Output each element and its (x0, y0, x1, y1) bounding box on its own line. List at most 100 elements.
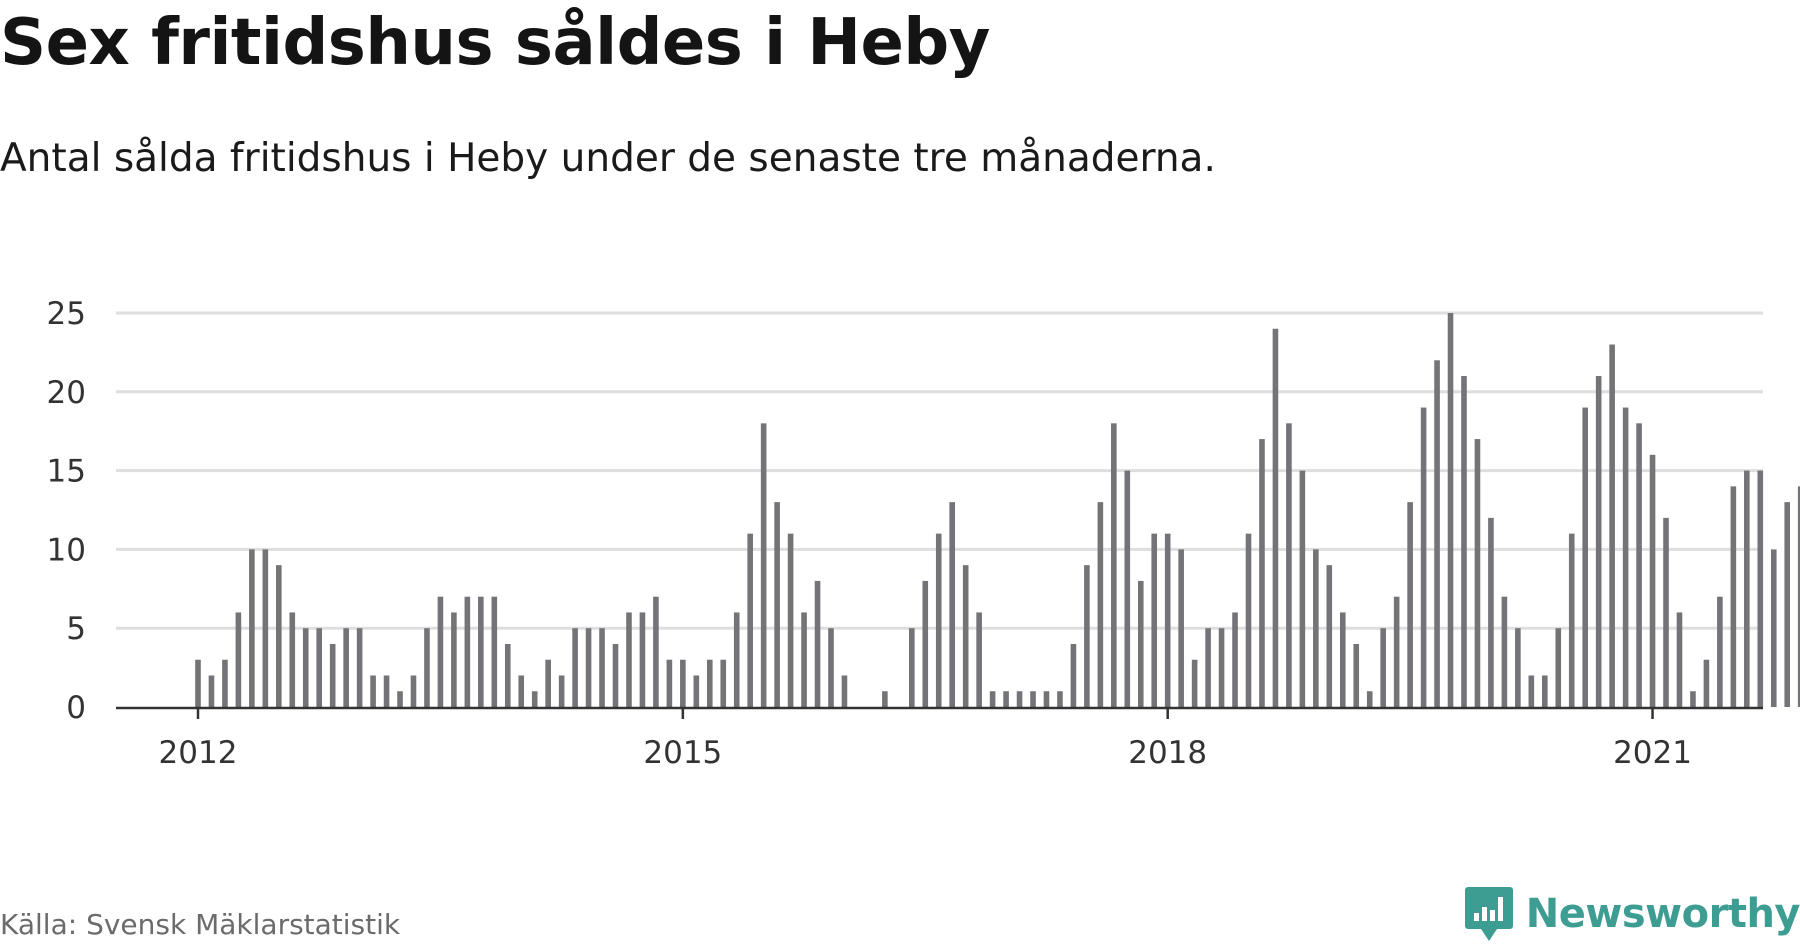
bar (302, 628, 309, 707)
bar (1339, 612, 1346, 707)
bar (1178, 549, 1184, 707)
bar (1744, 470, 1750, 707)
source-note: Källa: Svensk Mäklarstatistik (0, 908, 401, 941)
bar (1003, 691, 1009, 707)
bar (1555, 628, 1562, 707)
bar (801, 612, 807, 707)
x-tick-label: 2012 (159, 735, 238, 771)
bar (531, 691, 538, 707)
bar (1164, 533, 1171, 707)
bar (1434, 360, 1440, 707)
bar (976, 612, 982, 707)
brand-logo: Newsworthy (1464, 885, 1800, 943)
bar (1030, 691, 1036, 707)
bar (774, 502, 780, 707)
bar (1474, 439, 1481, 707)
bar (989, 691, 996, 707)
bar (1703, 659, 1710, 707)
bars (195, 313, 1800, 707)
bar (1717, 596, 1723, 707)
bar (383, 675, 390, 707)
bar (1609, 344, 1615, 707)
bar (1461, 376, 1467, 707)
bar (504, 643, 511, 707)
bar (1393, 596, 1400, 707)
y-tick-label: 20 (47, 375, 86, 411)
bar (1784, 502, 1791, 707)
brand-name: Newsworthy (1525, 891, 1800, 937)
bar (841, 675, 848, 707)
bar (343, 628, 349, 707)
bar (491, 596, 498, 707)
bar (329, 643, 336, 707)
bar (1218, 628, 1225, 707)
bar (680, 659, 686, 707)
bar (1488, 517, 1494, 707)
x-tick-label: 2021 (1613, 735, 1692, 771)
bar (289, 612, 296, 707)
bar (1097, 502, 1104, 707)
bar (1501, 596, 1508, 707)
bar (1286, 423, 1292, 707)
bar (370, 675, 376, 707)
y-axis-ticks: 0 5 10 15 20 25 (47, 296, 86, 726)
bar (1259, 439, 1265, 707)
bar (276, 565, 282, 707)
bar (1151, 533, 1158, 707)
bar (195, 659, 201, 707)
bar (1124, 470, 1131, 707)
bar (1313, 549, 1319, 707)
bar (222, 659, 228, 707)
bar (653, 596, 659, 707)
bar (1420, 407, 1427, 707)
bar (572, 628, 578, 707)
bar (235, 612, 242, 707)
bar (1663, 517, 1669, 707)
bar (397, 691, 403, 707)
bar (1447, 313, 1454, 707)
bar (585, 628, 592, 707)
bar (814, 580, 821, 707)
bar (1057, 691, 1063, 707)
bar (1730, 486, 1737, 707)
bar (733, 612, 740, 707)
bar (626, 612, 632, 707)
y-tick-label: 5 (66, 611, 86, 647)
y-tick-label: 10 (47, 532, 86, 568)
bar (1380, 628, 1386, 707)
bar (1770, 549, 1777, 707)
bar (545, 659, 551, 707)
bar (249, 549, 255, 707)
bar (720, 659, 727, 707)
bar (949, 502, 956, 707)
bar (1272, 328, 1279, 707)
bar (1622, 407, 1629, 707)
bar (935, 533, 942, 707)
bar (693, 675, 700, 707)
bar (666, 659, 673, 707)
bar (1191, 659, 1198, 707)
bar (1582, 407, 1588, 707)
bar (1636, 423, 1642, 707)
bar (437, 596, 444, 707)
y-tick-label: 0 (66, 690, 86, 726)
bar (410, 675, 417, 707)
bar (706, 659, 713, 707)
bar (558, 675, 565, 707)
bar (1084, 565, 1090, 707)
bar (1366, 691, 1373, 707)
x-tick-label: 2015 (643, 735, 722, 771)
bar (882, 691, 888, 707)
chart-title: Sex fritidshus såldes i Heby (0, 6, 990, 80)
bar (1595, 376, 1602, 707)
bar (1407, 502, 1413, 707)
bar (1111, 423, 1117, 707)
bar (451, 612, 457, 707)
bar (599, 628, 605, 707)
bar (464, 596, 471, 707)
bar (828, 628, 834, 707)
bar (922, 580, 929, 707)
bar (909, 628, 915, 707)
bar (1515, 628, 1521, 707)
